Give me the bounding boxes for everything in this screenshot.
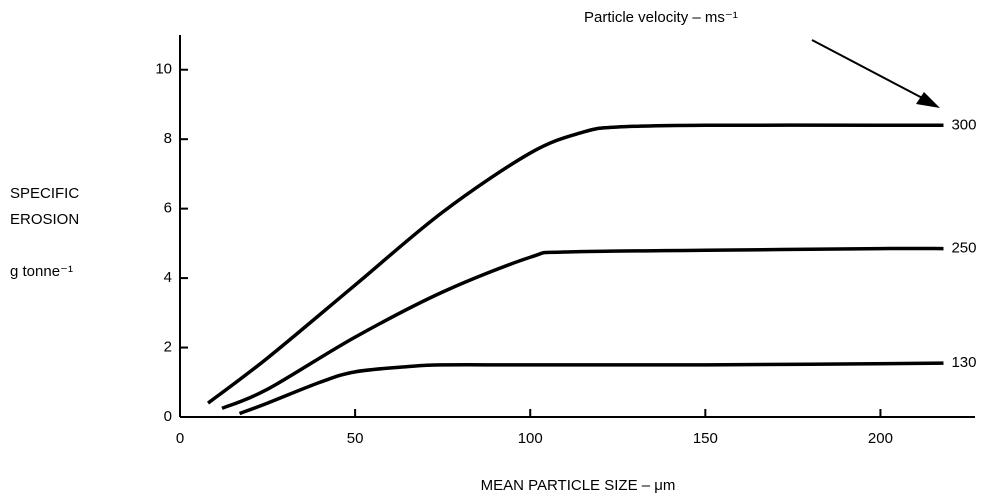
y-tick-label: 8 — [164, 130, 172, 147]
y-axis-label: EROSION — [10, 211, 79, 228]
series-label: 250 — [951, 240, 976, 257]
series-label: 130 — [951, 354, 976, 371]
y-tick-label: 0 — [164, 408, 172, 425]
y-tick-label: 4 — [164, 269, 172, 286]
y-tick-label: 6 — [164, 200, 172, 217]
line — [238, 361, 944, 416]
x-tick-label: 150 — [693, 430, 718, 447]
x-tick-label: 200 — [868, 430, 893, 447]
x-tick-label: 50 — [347, 430, 364, 447]
x-tick-label: 100 — [518, 430, 543, 447]
y-axis-label: g tonne⁻¹ — [10, 263, 73, 280]
annotation-arrow — [811, 39, 931, 103]
annotation: Particle velocity – ms⁻¹ — [584, 9, 738, 26]
arrow-head — [916, 92, 940, 108]
line — [221, 246, 944, 410]
y-tick-label: 2 — [164, 339, 172, 356]
x-tick-label: 0 — [176, 430, 184, 447]
y-tick-label: 10 — [155, 61, 172, 78]
line — [206, 123, 944, 405]
series-label: 300 — [951, 116, 976, 133]
x-axis-label: MEAN PARTICLE SIZE – μm — [481, 477, 676, 494]
y-axis-label: SPECIFIC — [10, 185, 79, 202]
